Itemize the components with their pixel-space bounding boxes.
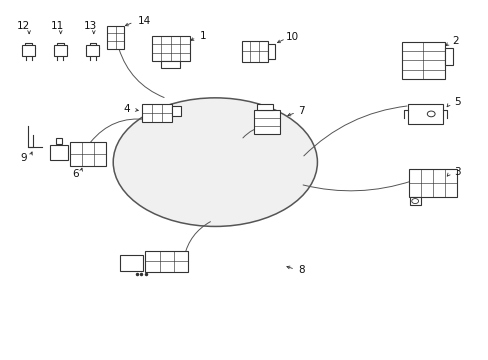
Bar bbox=[145, 251, 188, 272]
Text: 6: 6 bbox=[72, 168, 79, 179]
Bar bbox=[70, 142, 106, 166]
Bar bbox=[407, 104, 442, 124]
Text: 1: 1 bbox=[200, 31, 206, 41]
Text: 11: 11 bbox=[51, 21, 64, 31]
Bar bbox=[401, 41, 444, 79]
Text: 10: 10 bbox=[285, 32, 298, 42]
Text: 8: 8 bbox=[298, 265, 304, 275]
Ellipse shape bbox=[113, 98, 317, 226]
Bar bbox=[50, 145, 67, 161]
Text: 13: 13 bbox=[83, 21, 97, 31]
Bar bbox=[56, 138, 62, 144]
Text: 12: 12 bbox=[17, 21, 30, 31]
Bar bbox=[22, 45, 35, 56]
Bar bbox=[242, 41, 267, 62]
Bar bbox=[445, 48, 452, 65]
Text: 5: 5 bbox=[453, 97, 460, 107]
Bar bbox=[151, 36, 189, 61]
Bar bbox=[142, 104, 171, 122]
Text: 14: 14 bbox=[138, 16, 151, 26]
Text: 7: 7 bbox=[298, 106, 305, 116]
Bar bbox=[86, 45, 99, 57]
Bar bbox=[161, 62, 180, 68]
Bar bbox=[267, 44, 275, 59]
Bar bbox=[54, 45, 67, 56]
Bar bbox=[120, 256, 143, 271]
Bar bbox=[107, 26, 124, 49]
Text: 4: 4 bbox=[123, 104, 130, 113]
Bar bbox=[172, 106, 181, 116]
Bar bbox=[409, 197, 420, 205]
Bar bbox=[254, 110, 280, 134]
Bar bbox=[408, 169, 456, 197]
Bar bbox=[257, 104, 272, 110]
Text: 2: 2 bbox=[452, 36, 458, 46]
Text: 3: 3 bbox=[453, 167, 460, 177]
Text: 9: 9 bbox=[20, 153, 26, 163]
